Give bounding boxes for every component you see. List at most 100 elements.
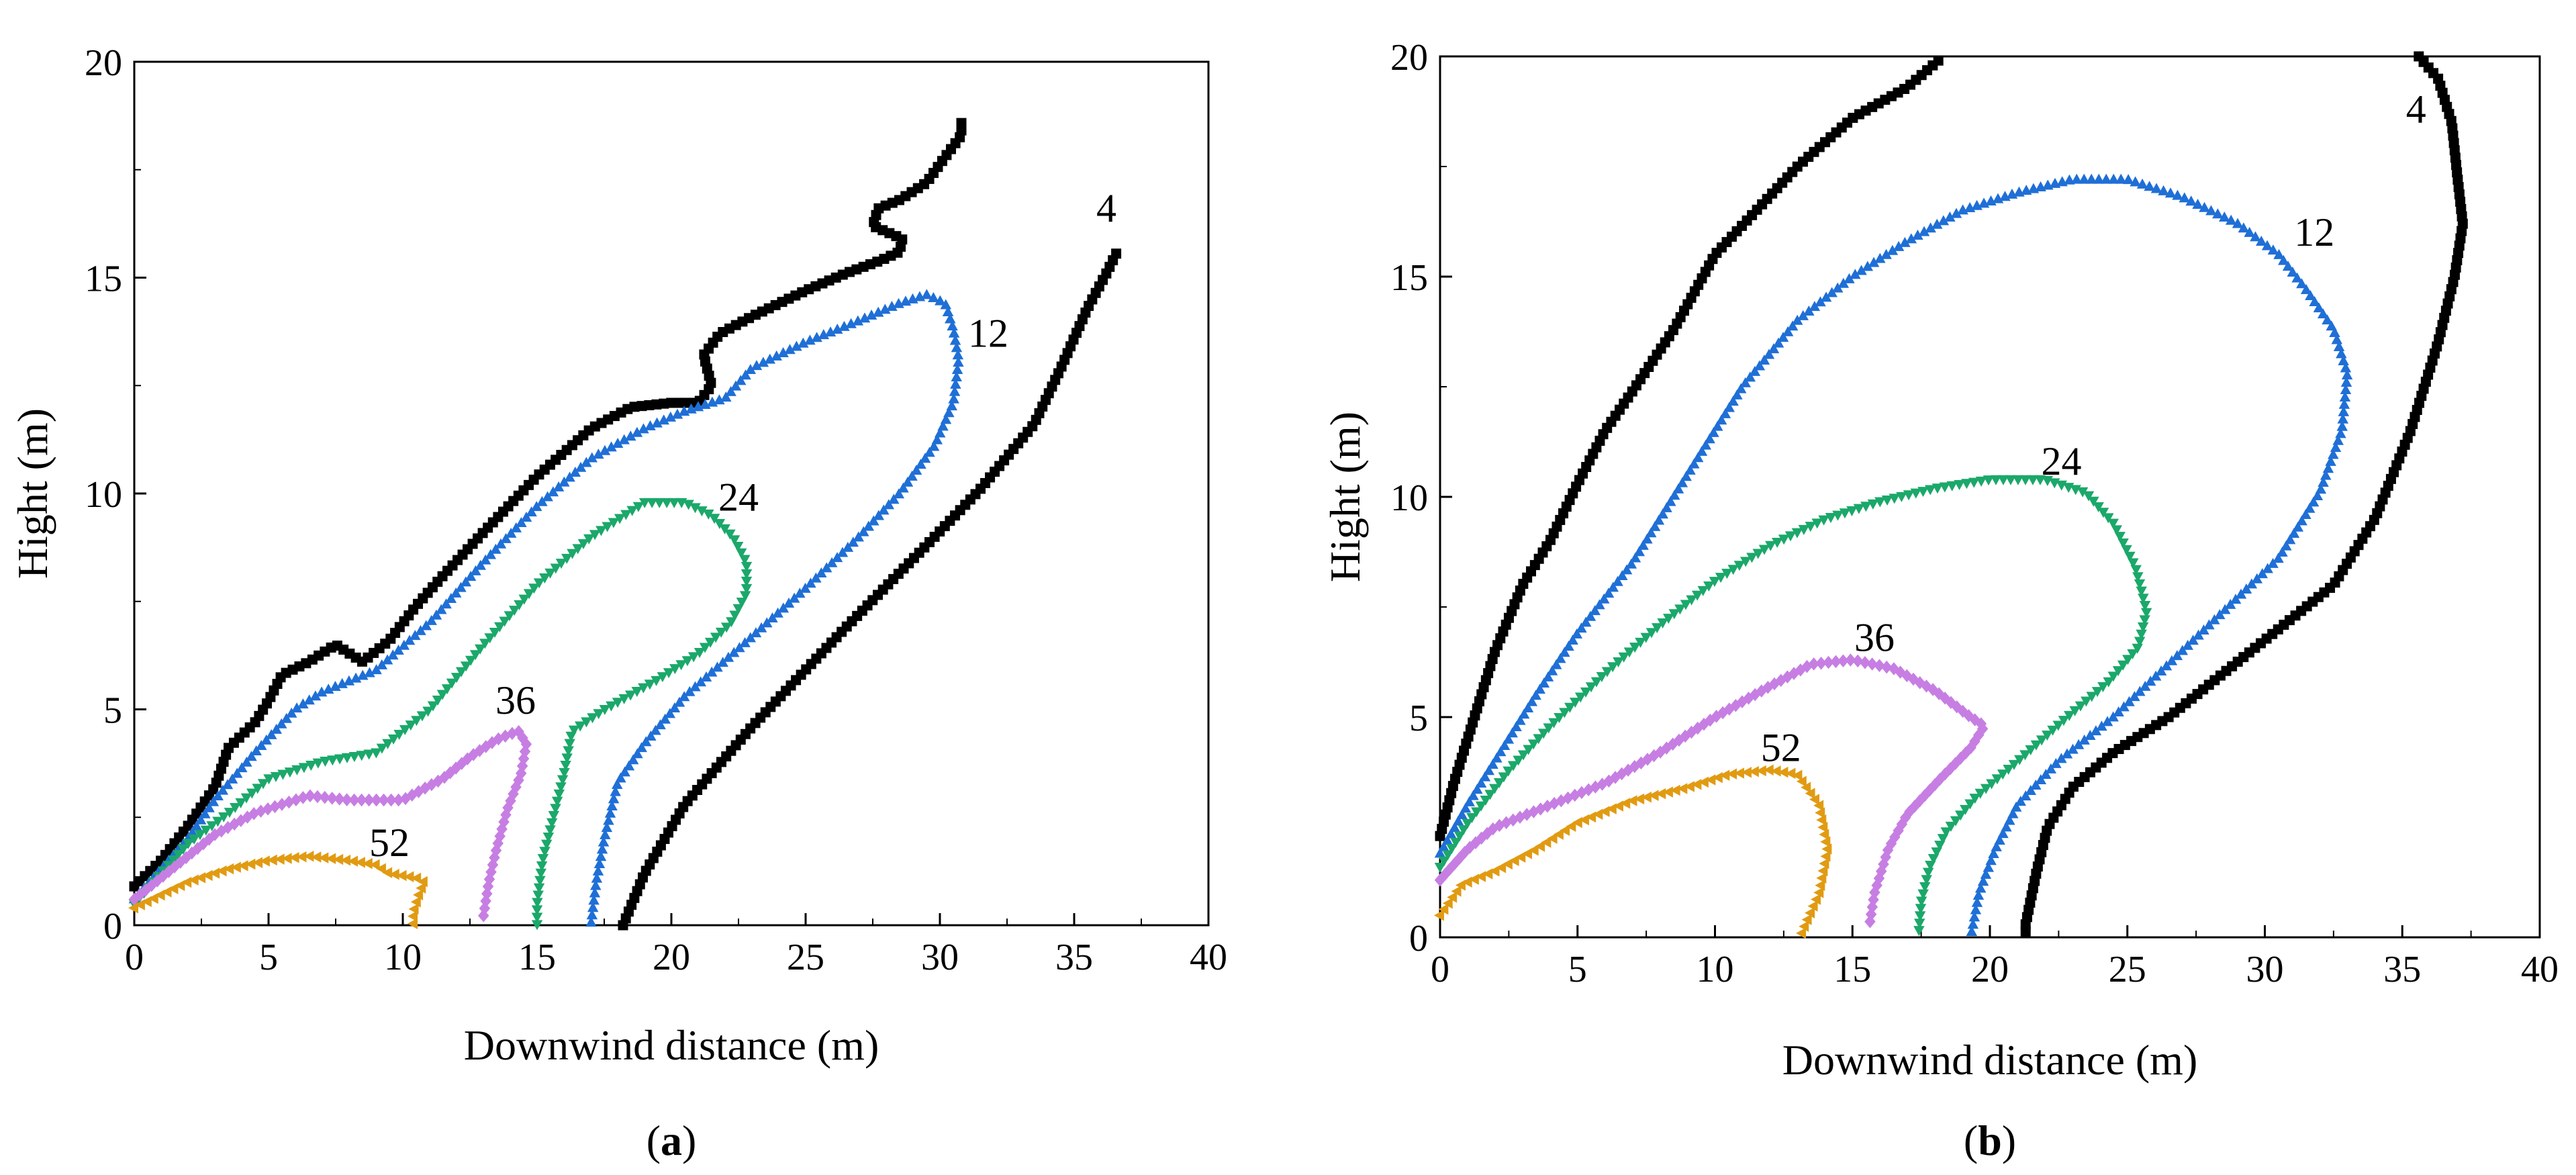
data-point [945, 313, 956, 324]
data-point [547, 486, 559, 497]
data-point [281, 712, 292, 723]
data-point [1777, 332, 1789, 342]
data-point [657, 672, 669, 683]
data-point [505, 527, 517, 538]
data-point [298, 763, 310, 773]
data-point [948, 327, 960, 338]
data-point [319, 790, 331, 804]
data-point [1950, 207, 1962, 218]
data-point [1629, 643, 1641, 653]
x-tick-label: 0 [125, 937, 144, 978]
data-point [1576, 622, 1587, 633]
data-point [531, 905, 543, 916]
y-tick-label: 10 [1390, 477, 1428, 519]
data-point [356, 751, 367, 761]
data-point [868, 515, 879, 526]
data-point [741, 569, 753, 579]
data-point [1931, 847, 1942, 858]
data-point [303, 694, 315, 705]
data-point [1964, 799, 1976, 810]
data-point [2209, 614, 2220, 624]
data-point [533, 578, 545, 589]
data-point [683, 686, 696, 696]
data-point [1607, 581, 1619, 592]
data-point [1533, 734, 1544, 745]
data-point [1723, 402, 1735, 412]
data-point [664, 708, 676, 718]
data-point [2067, 743, 2079, 754]
data-point [309, 690, 322, 701]
data-point [2040, 768, 2052, 779]
data-point [2012, 475, 2024, 485]
data-point [1819, 829, 1829, 841]
data-point [831, 323, 843, 334]
series-36: 36 [1434, 616, 1989, 929]
data-point [2136, 178, 2148, 189]
data-point [2014, 755, 2025, 765]
data-point [537, 853, 549, 864]
data-point [2338, 355, 2349, 365]
data-point [303, 851, 314, 862]
data-point [207, 796, 220, 806]
data-point [1860, 502, 1872, 512]
data-point [1859, 655, 1871, 669]
data-point [2124, 551, 2136, 562]
data-point [387, 649, 399, 660]
data-point [1627, 795, 1637, 806]
data-point [565, 731, 577, 742]
data-point [572, 544, 584, 555]
data-point [1913, 926, 1925, 937]
data-point [614, 514, 626, 524]
data-point [1903, 490, 1915, 501]
data-point [2192, 198, 2203, 209]
data-point [2047, 725, 2058, 736]
data-point [2277, 547, 2288, 557]
data-point [651, 675, 662, 686]
data-point [216, 865, 227, 877]
data-point [745, 363, 757, 374]
data-point [2058, 716, 2070, 726]
data-point [2205, 205, 2217, 216]
data-point [708, 514, 720, 524]
data-point [1765, 540, 1776, 551]
data-point [297, 698, 309, 709]
data-point [1526, 696, 1538, 706]
data-point [683, 500, 694, 510]
data-point [1733, 767, 1744, 779]
data-point [879, 303, 891, 314]
data-point [1629, 552, 1641, 563]
data-point [2061, 748, 2073, 759]
data-point [364, 667, 375, 677]
data-point [1704, 433, 1715, 444]
y-axis-label: Hight (m) [9, 408, 56, 579]
data-point [2015, 796, 2026, 806]
data-point [381, 654, 393, 665]
data-point [1712, 420, 1723, 431]
data-point [1820, 836, 1831, 847]
data-point [1589, 605, 1601, 616]
series-label-4: 4 [2406, 87, 2426, 131]
data-point [1502, 858, 1513, 870]
data-point [1509, 855, 1519, 866]
data-point [354, 857, 365, 868]
data-point [1530, 690, 1541, 700]
x-axis-label: Downwind distance (m) [464, 1021, 879, 1069]
data-point [640, 736, 652, 747]
data-point [1922, 867, 1934, 878]
data-point [1845, 653, 1856, 667]
data-point [333, 853, 344, 865]
data-point [191, 820, 203, 831]
data-point [599, 444, 611, 455]
data-point [1564, 702, 1576, 713]
data-point [720, 391, 732, 402]
data-point [385, 793, 397, 807]
data-point [320, 756, 331, 767]
data-point [1915, 904, 1927, 914]
data-point [665, 411, 677, 422]
data-point [581, 717, 592, 728]
data-point [1555, 653, 1566, 663]
data-point [1603, 588, 1615, 598]
data-point [2230, 594, 2242, 604]
data-point [1438, 903, 1449, 915]
data-point [585, 916, 597, 927]
